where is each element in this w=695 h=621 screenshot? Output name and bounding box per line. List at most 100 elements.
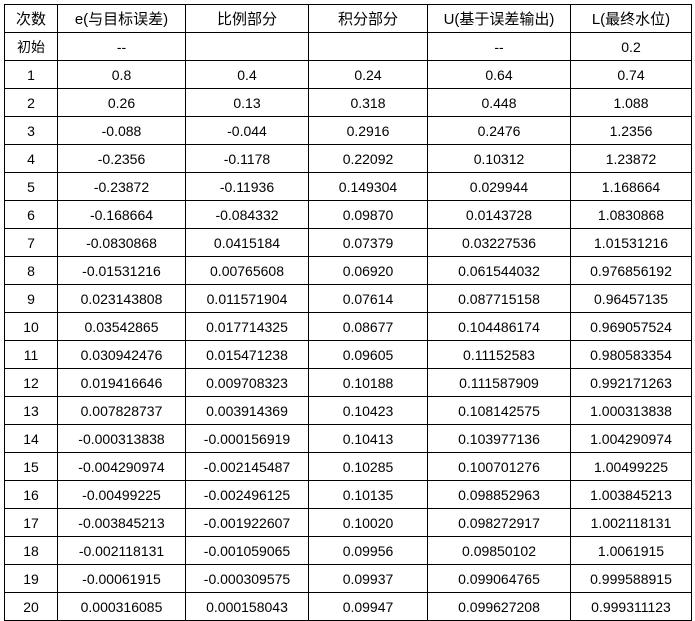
column-header-0: 次数 [4,4,58,33]
row-label: 17 [4,508,58,537]
table-cell: 0.03227536 [427,228,571,257]
table-cell: -- [57,32,186,61]
table-cell: 0.104486174 [427,312,571,341]
table-row: 20 0.000316085 0.000158043 0.09947 0.0996272… [4,592,692,621]
row-label: 4 [4,144,58,173]
row-label: 5 [4,172,58,201]
table-cell: -0.00499225 [57,480,186,509]
row-label: 13 [4,396,58,425]
column-header-4: U(基于误差输出) [427,4,571,33]
table-cell: -0.0830868 [57,228,186,257]
table-cell: 0.000316085 [57,592,186,621]
table-cell: 1.2356 [570,116,692,145]
table-cell: 0.03542865 [57,312,186,341]
table-cell: -0.01531216 [57,256,186,285]
table-cell: -0.002496125 [185,480,309,509]
table-cell: 0.26 [57,88,186,117]
table-cell: 0.0415184 [185,228,309,257]
table-cell: 1.168664 [570,172,692,201]
table-row: 初始 -- -- 0.2 [4,32,692,61]
table-cell: -0.003845213 [57,508,186,537]
table-cell: -0.004290974 [57,452,186,481]
table-row: 3 -0.088 -0.044 0.2916 0.2476 1.2356 [4,116,692,145]
table-cell: 0.2476 [427,116,571,145]
table-cell: 0.13 [185,88,309,117]
table-cell: 0.09947 [308,592,428,621]
table-cell: 0.103977136 [427,424,571,453]
row-label: 3 [4,116,58,145]
table-cell: 0.07379 [308,228,428,257]
table-cell: 0.149304 [308,172,428,201]
table-cell: 0.09605 [308,340,428,369]
table-cell: 0.999311123 [570,592,692,621]
table-cell: 0.007828737 [57,396,186,425]
row-label: 10 [4,312,58,341]
table-cell: 0.030942476 [57,340,186,369]
table-row: 16 -0.00499225 -0.002496125 0.10135 0.098852… [4,480,692,509]
table-cell: 0.0143728 [427,200,571,229]
table-cell: 1.000313838 [570,396,692,425]
row-label: 8 [4,256,58,285]
table-cell: 0.10020 [308,508,428,537]
row-label: 14 [4,424,58,453]
table-cell: -0.11936 [185,172,309,201]
column-header-3: 积分部分 [308,4,428,33]
table-cell: 1.088 [570,88,692,117]
table-cell: -0.044 [185,116,309,145]
table-cell: 1.0061915 [570,536,692,565]
table-cell: 0.00765608 [185,256,309,285]
table-cell: 1.01531216 [570,228,692,257]
table-cell: 0.111587909 [427,368,571,397]
table-cell: 0.980583354 [570,340,692,369]
table-cell: 0.099064765 [427,564,571,593]
table-cell: 0.318 [308,88,428,117]
table-cell: -0.168664 [57,200,186,229]
table-cell: 0.8 [57,60,186,89]
table-cell: -- [427,32,571,61]
table-cell: 0.09870 [308,200,428,229]
table-cell: 0.11152583 [427,340,571,369]
table-row: 11 0.030942476 0.015471238 0.09605 0.1115258… [4,340,692,369]
row-label: 7 [4,228,58,257]
table-cell: 0.10413 [308,424,428,453]
table-cell: -0.001922607 [185,508,309,537]
table-row: 5 -0.23872 -0.11936 0.149304 0.029944 1.16866… [4,172,692,201]
table-cell: 0.019416646 [57,368,186,397]
table-row: 12 0.019416646 0.009708323 0.10188 0.1115879… [4,368,692,397]
table-cell: -0.002145487 [185,452,309,481]
table-cell: 0.087715158 [427,284,571,313]
table-cell: 1.23872 [570,144,692,173]
row-label: 19 [4,564,58,593]
table-cell: 0.061544032 [427,256,571,285]
table-cell: 1.004290974 [570,424,692,453]
table-cell: 0.07614 [308,284,428,313]
table-cell: 1.0830868 [570,200,692,229]
table-cell: 0.08677 [308,312,428,341]
table-row: 7 -0.0830868 0.0415184 0.07379 0.03227536 1.0… [4,228,692,257]
table-cell: 0.023143808 [57,284,186,313]
row-label: 15 [4,452,58,481]
table-cell: 0.999588915 [570,564,692,593]
table-body: 初始 -- -- 0.2 1 0.8 0.4 0.24 0.64 0.74 2 0.26 0.13 0.3… [4,32,692,621]
table-cell: 0.009708323 [185,368,309,397]
table-cell: 0.4 [185,60,309,89]
table-cell: 0.992171263 [570,368,692,397]
pid-iteration-table: 次数 e(与目标误差) 比例部分 积分部分 U(基于误差输出) L(最终水位) 初始 -- -… [4,4,692,621]
row-label: 初始 [4,32,58,61]
table-cell: 1.003845213 [570,480,692,509]
table-cell: 0.108142575 [427,396,571,425]
table-cell: 0.64 [427,60,571,89]
table-cell: 0.09850102 [427,536,571,565]
row-label: 6 [4,200,58,229]
table-row: 4 -0.2356 -0.1178 0.22092 0.10312 1.23872 [4,144,692,173]
table-cell: 0.029944 [427,172,571,201]
table-cell [185,32,309,61]
table-cell: 0.098272917 [427,508,571,537]
table-cell: -0.084332 [185,200,309,229]
table-cell: 0.96457135 [570,284,692,313]
row-label: 2 [4,88,58,117]
table-cell: 0.003914369 [185,396,309,425]
table-cell: 0.06920 [308,256,428,285]
table-cell: 0.09956 [308,536,428,565]
table-cell: -0.001059065 [185,536,309,565]
